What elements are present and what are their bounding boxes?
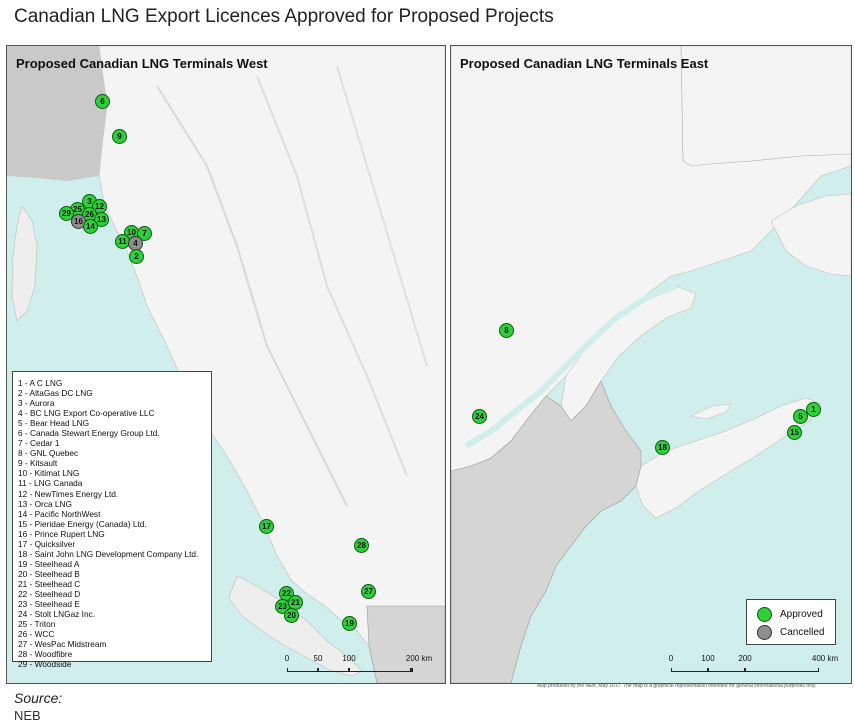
terminal-list-item: 16 - Prince Rupert LNG [18,528,105,539]
terminal-list-item: 1 - A C LNG [18,378,63,388]
terminal-list-item: 3 - Aurora [18,398,55,409]
terminal-list-item: 12 - NewTimes Energy Ltd. [18,488,119,499]
cancelled-swatch-icon [757,625,772,640]
terminal-marker-29[interactable]: 29 [59,206,74,221]
map-panel-east[interactable]: Proposed Canadian LNG Terminals East 8 24… [450,45,852,684]
terminal-list-item: 15 - Pieridae Energy (Canada) Ltd. [18,518,147,529]
terminal-list-item: 2 - AltaGas DC LNG [18,388,93,399]
terminal-list-item: 6 - Canada Stewart Energy Group Ltd. [18,428,160,439]
terminal-list-item: 7 - Cedar 1 [18,438,60,449]
scale-segment [411,668,413,672]
terminal-marker-2[interactable]: 2 [129,249,144,264]
map-panel-west[interactable]: Proposed Canadian LNG Terminals West 6 9 3… [6,45,446,684]
east-panel-title: Proposed Canadian LNG Terminals East [460,56,709,71]
terminal-marker-5[interactable]: 5 [793,409,808,424]
legend-approved: Approved [757,607,823,622]
terminal-list-items: 1 - A C LNG 2 - AltaGas DC LNG 3 - Aurora 4… [18,378,211,669]
scale-tick: 0 [668,654,674,663]
terminal-list-item: 24 - Stolt LNGaz Inc. [18,609,96,620]
scale-tick: 200 km [405,654,433,663]
terminal-marker-14[interactable]: 14 [83,219,98,234]
scale-tick: 200 [738,654,752,663]
terminal-list-item: 10 - Kitimat LNG [18,468,80,479]
scale-segment [287,668,318,672]
terminal-marker-6[interactable]: 6 [95,94,110,109]
terminal-list-item: 18 - Saint John LNG Development Company … [18,548,199,559]
terminal-list-item: 27 - WesPac Midstream [18,639,107,650]
terminal-marker-9[interactable]: 9 [112,129,127,144]
terminal-marker-15[interactable]: 15 [787,425,802,440]
terminal-list-item: 21 - Steelhead C [18,578,81,589]
scale-tick: 100 [701,654,715,663]
scale-tick: 100 [342,654,356,663]
map-credit: Map produced by the NEB, May 2017. The m… [537,683,817,689]
approved-swatch-icon [757,607,772,622]
west-scale-bar: 0 50 100 200 km [284,654,437,679]
east-scale-bar: 0 100 200 400 km [668,654,846,679]
terminal-list-item: 11 - LNG Canada [18,478,83,489]
terminal-list-item: 4 - BC LNG Export Co-operative LLC [18,408,155,419]
scale-tick: 0 [284,654,290,663]
legend-approved-label: Approved [780,609,823,620]
terminal-marker-18[interactable]: 18 [655,440,670,455]
terminal-marker-8[interactable]: 8 [499,323,514,338]
terminal-marker-17[interactable]: 17 [259,519,274,534]
west-panel-title: Proposed Canadian LNG Terminals West [16,56,268,71]
terminal-list-item: 28 - Woodfibre [18,649,73,660]
terminal-list-item: 20 - Steelhead B [18,568,80,579]
terminal-list-item: 23 - Steelhead E [18,599,80,610]
terminal-list-item: 26 - WCC [18,629,55,640]
scale-segment [708,668,745,672]
terminal-marker-28[interactable]: 28 [354,538,369,553]
terminal-list-item: 19 - Steelhead A [18,558,80,569]
terminal-list-item: 8 - GNL Quebec [18,448,79,459]
page-title: Canadian LNG Export Licences Approved fo… [14,6,554,27]
terminal-marker-19[interactable]: 19 [342,616,357,631]
source-label: Source: [14,690,63,706]
scale-segment [745,668,819,672]
source-value: NEB [14,708,41,723]
legend-cancelled-label: Cancelled [780,627,825,638]
terminal-list-item: 22 - Steelhead D [18,588,81,599]
terminal-marker-1[interactable]: 1 [806,402,821,417]
scale-tick: 50 [313,654,323,663]
scale-segment [349,668,411,672]
terminal-list-item: 17 - Quicksilver [18,538,76,549]
terminal-list: 1 - A C LNG 2 - AltaGas DC LNG 3 - Aurora 4… [12,371,212,669]
terminal-list-item: 5 - Bear Head LNG [18,418,90,429]
legend-cancelled: Cancelled [757,625,824,640]
map-legend: Approved Cancelled [746,599,836,645]
east-map-basemap [451,46,851,683]
terminal-marker-24[interactable]: 24 [472,409,487,424]
terminal-list-item: 29 - Woodside [18,659,72,670]
west-map-basemap [7,46,445,683]
scale-segment [671,668,708,672]
terminal-list-item: 13 - Orca LNG [18,498,72,509]
terminal-marker-27[interactable]: 27 [361,584,376,599]
terminal-list-item: 14 - Pacific NorthWest [18,508,101,519]
terminal-marker-20[interactable]: 20 [284,608,299,623]
scale-tick: 400 km [811,654,839,663]
scale-segment [318,668,349,672]
terminal-list-item: 25 - Triton [18,619,56,630]
terminal-list-item: 9 - Kitsault [18,458,58,469]
